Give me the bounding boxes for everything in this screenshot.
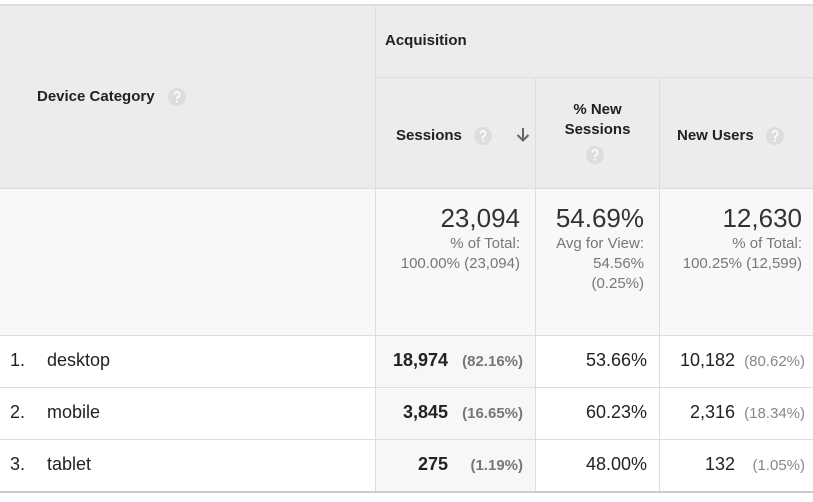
column-border — [535, 77, 536, 491]
sessions-pct: (82.16%) — [462, 353, 523, 370]
sort-arrow[interactable] — [514, 126, 532, 144]
total-cell: 54.69% Avg for View: 54.56% (0.25%) — [535, 203, 644, 294]
row-border — [0, 387, 813, 388]
new-users-cell: 10,182 (80.62%) — [660, 350, 805, 371]
new-users-cell: 132 (1.05%) — [660, 454, 805, 475]
total-note: (0.25%) — [591, 275, 644, 292]
help-icon[interactable] — [473, 126, 493, 146]
header-new-sessions[interactable]: Sessions — [564, 121, 631, 138]
row-rank: 3. — [10, 454, 26, 474]
help-icon[interactable] — [765, 126, 785, 146]
total-value: 12,630 — [722, 203, 802, 233]
header-device-category: Device Category — [37, 88, 155, 105]
bottom-border — [0, 491, 813, 493]
total-note: 54.56% — [593, 255, 644, 272]
sessions-pct: (16.65%) — [462, 405, 523, 422]
total-note: 100.25% (12,599) — [682, 255, 802, 272]
header-group: Acquisition — [385, 32, 467, 49]
sessions-cell: 275 (1.19%) — [376, 454, 523, 475]
total-cell: 12,630 % of Total: 100.25% (12,599) — [659, 203, 802, 274]
row-name: desktop — [47, 350, 111, 370]
new-users-cell: 2,316 (18.34%) — [660, 402, 805, 423]
total-note: % of Total: — [450, 235, 520, 252]
row-border — [375, 77, 813, 78]
row-rank: 1. — [10, 350, 26, 370]
row-rank: 2. — [10, 402, 26, 422]
column-border — [659, 77, 660, 491]
row-name: tablet — [47, 454, 92, 474]
totals-bg — [0, 188, 813, 335]
sessions-cell: 3,845 (16.65%) — [376, 402, 523, 423]
sessions-pct: (1.19%) — [470, 457, 523, 474]
help-icon[interactable] — [585, 145, 605, 165]
header-sessions[interactable]: Sessions — [396, 127, 462, 144]
new-sessions-cell: 53.66% — [585, 350, 647, 370]
header-bg — [0, 6, 813, 188]
help-icon[interactable] — [167, 87, 187, 107]
header-new-users[interactable]: New Users — [677, 127, 754, 144]
new-users-value: 132 — [704, 454, 735, 474]
total-note: 100.00% (23,094) — [400, 255, 520, 272]
row-name: mobile — [47, 402, 101, 422]
total-value: 23,094 — [440, 203, 520, 233]
total-note: % of Total: — [732, 235, 802, 252]
top-border — [0, 4, 813, 6]
column-border — [375, 6, 376, 491]
new-users-pct: (80.62%) — [744, 353, 805, 370]
sessions-value: 3,845 — [402, 402, 448, 422]
total-value: 54.69% — [555, 203, 644, 233]
new-users-value: 10,182 — [679, 350, 735, 370]
header-new-sessions[interactable]: % New — [573, 101, 622, 118]
new-users-pct: (1.05%) — [752, 457, 805, 474]
total-note: Avg for View: — [556, 235, 644, 252]
sessions-value: 18,974 — [392, 350, 448, 370]
total-cell: 23,094 % of Total: 100.00% (23,094) — [375, 203, 520, 274]
new-sessions-cell: 48.00% — [585, 454, 647, 474]
sessions-value: 275 — [417, 454, 448, 474]
row-border — [0, 188, 813, 189]
row-border — [0, 439, 813, 440]
sorted-column-bg — [376, 335, 535, 491]
new-sessions-cell: 60.23% — [585, 402, 647, 422]
new-users-value: 2,316 — [689, 402, 735, 422]
row-border — [0, 335, 813, 336]
sessions-cell: 18,974 (82.16%) — [376, 350, 523, 371]
new-users-pct: (18.34%) — [744, 405, 805, 422]
